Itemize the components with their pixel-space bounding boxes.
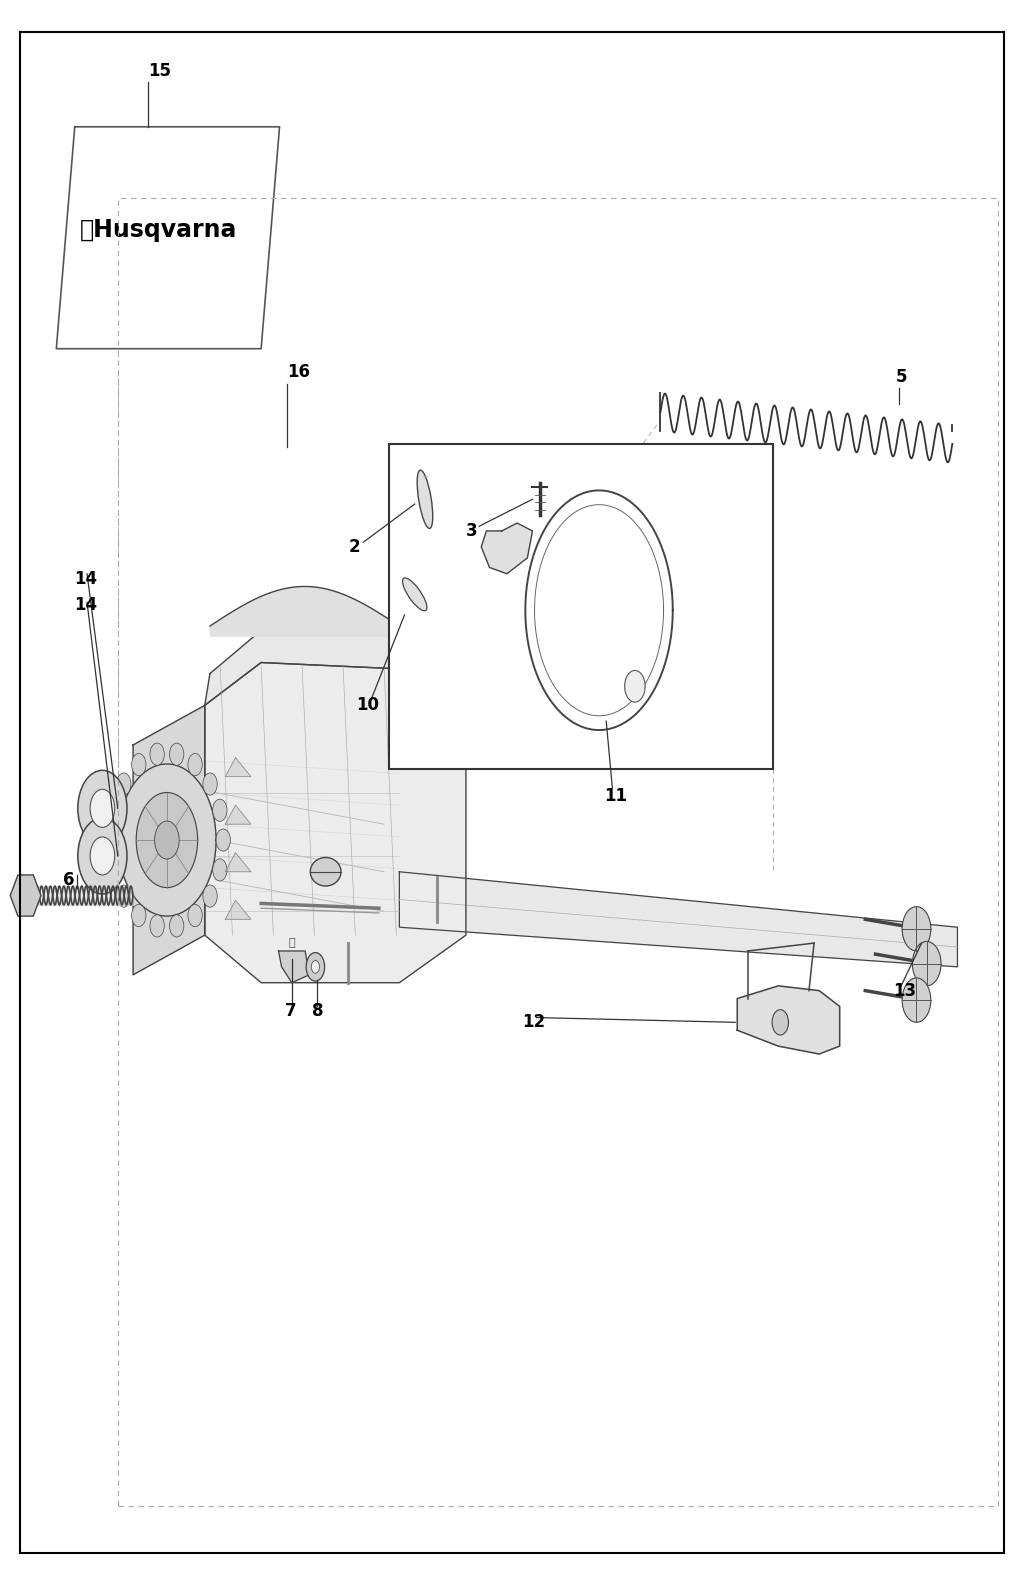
Text: ⓊHusqvarna: ⓊHusqvarna — [80, 217, 238, 243]
Ellipse shape — [417, 471, 433, 528]
Polygon shape — [133, 705, 205, 975]
Circle shape — [170, 743, 184, 766]
Circle shape — [213, 799, 227, 821]
Circle shape — [106, 799, 121, 821]
Circle shape — [90, 789, 115, 827]
Circle shape — [902, 978, 931, 1022]
Polygon shape — [56, 127, 280, 349]
Text: 7: 7 — [285, 1002, 296, 1021]
Circle shape — [150, 743, 164, 766]
Polygon shape — [225, 900, 251, 919]
Circle shape — [117, 884, 131, 907]
Circle shape — [203, 884, 217, 907]
Text: 6: 6 — [63, 870, 75, 889]
Circle shape — [150, 915, 164, 937]
Circle shape — [106, 859, 121, 881]
Polygon shape — [481, 523, 532, 574]
Polygon shape — [737, 986, 840, 1054]
Text: 10: 10 — [356, 696, 379, 715]
Polygon shape — [279, 951, 309, 983]
Circle shape — [131, 753, 146, 775]
Circle shape — [311, 961, 319, 973]
Polygon shape — [225, 805, 251, 824]
Circle shape — [155, 821, 179, 859]
Polygon shape — [225, 853, 251, 872]
Circle shape — [103, 829, 118, 851]
Circle shape — [213, 859, 227, 881]
Bar — [389, 444, 773, 769]
Circle shape — [78, 770, 127, 846]
Text: 5: 5 — [896, 368, 907, 387]
Text: 15: 15 — [148, 62, 171, 81]
Circle shape — [78, 818, 127, 894]
Ellipse shape — [402, 579, 427, 610]
Bar — [118, 198, 998, 1506]
Ellipse shape — [310, 857, 341, 886]
Text: Ⓤ: Ⓤ — [289, 938, 295, 948]
Polygon shape — [205, 626, 466, 713]
Text: 3: 3 — [466, 521, 477, 540]
Polygon shape — [118, 764, 216, 916]
Text: 13: 13 — [893, 981, 916, 1000]
Polygon shape — [205, 663, 466, 983]
Circle shape — [131, 905, 145, 927]
Circle shape — [216, 829, 230, 851]
Circle shape — [912, 941, 941, 986]
Circle shape — [188, 753, 203, 775]
Circle shape — [203, 773, 217, 796]
Text: 11: 11 — [604, 786, 627, 805]
Text: 2: 2 — [348, 537, 359, 556]
Circle shape — [90, 837, 115, 875]
Text: 14: 14 — [74, 596, 97, 615]
Text: 14: 14 — [74, 569, 97, 588]
Text: 8: 8 — [312, 1002, 324, 1021]
Circle shape — [625, 670, 645, 702]
Circle shape — [117, 773, 131, 796]
Circle shape — [902, 907, 931, 951]
Circle shape — [306, 953, 325, 981]
Text: 12: 12 — [522, 1013, 546, 1032]
Text: 16: 16 — [287, 363, 309, 382]
Circle shape — [170, 915, 184, 937]
Polygon shape — [225, 758, 251, 777]
Polygon shape — [136, 792, 198, 888]
Circle shape — [772, 1010, 788, 1035]
Circle shape — [188, 905, 203, 927]
Polygon shape — [399, 872, 957, 967]
